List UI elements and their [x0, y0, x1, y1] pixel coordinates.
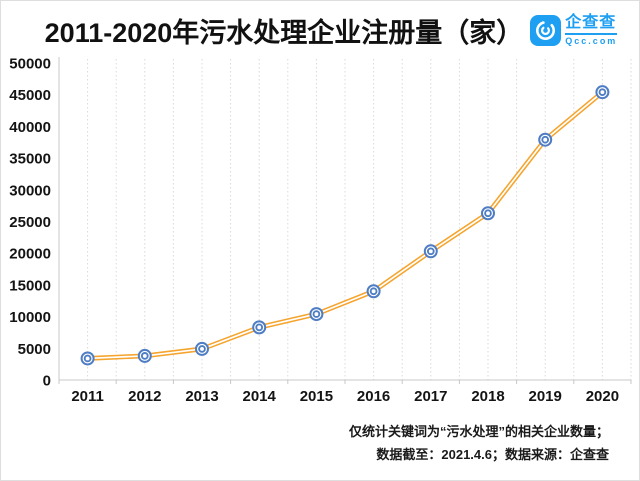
qcc-logo-icon [530, 14, 562, 46]
chart-footnote: 仅统计关键词为“污水处理”的相关企业数量； 数据截至：2021.4.6；数据来源… [349, 420, 609, 466]
y-tick-label: 40000 [9, 119, 51, 136]
y-tick-label: 30000 [9, 182, 51, 199]
x-tick-label: 2018 [471, 388, 504, 405]
y-tick-label: 10000 [9, 309, 51, 326]
chart-header: 2011-2020年污水处理企业注册量（家） 企查查 Qcc.com [11, 7, 639, 53]
data-point-marker-inner [255, 323, 264, 332]
qcc-logo-domain: Qcc.com [565, 35, 618, 46]
footnote-line-1: 仅统计关键词为“污水处理”的相关企业数量； [348, 424, 609, 439]
y-tick-label: 25000 [9, 214, 51, 231]
y-tick-label: 45000 [9, 87, 51, 104]
data-point-marker-inner [312, 310, 321, 318]
qcc-logo-name: 企查查 [565, 14, 618, 35]
x-tick-label: 2016 [357, 388, 390, 405]
x-tick-label: 2014 [243, 388, 277, 405]
data-point-marker-inner [484, 209, 492, 218]
data-point-marker-inner [369, 287, 378, 296]
x-tick-label: 2011 [71, 388, 104, 405]
series-line-core [87, 91, 603, 360]
y-tick-label: 35000 [9, 151, 51, 168]
data-point-marker-inner [541, 135, 550, 144]
y-tick-label: 0 [43, 373, 51, 390]
data-point-marker-inner [83, 354, 92, 363]
y-tick-label: 15000 [9, 277, 51, 294]
x-tick-label: 2013 [185, 388, 218, 405]
chart-title: 2011-2020年污水处理企业注册量（家） [44, 17, 524, 48]
x-tick-label: 2012 [128, 388, 161, 405]
qcc-logo-text: 企查查 Qcc.com [565, 14, 618, 46]
x-tick-label: 2020 [586, 388, 619, 405]
x-tick-label: 2015 [300, 388, 333, 405]
x-tick-label: 2017 [414, 388, 447, 405]
data-point-marker-inner [140, 352, 149, 360]
data-point-marker-inner [198, 345, 206, 353]
y-tick-label: 5000 [18, 341, 51, 358]
y-tick-label: 50000 [9, 56, 51, 73]
qcc-logo: 企查查 Qcc.com [530, 14, 618, 46]
data-point-marker-inner [426, 247, 435, 256]
footnote-line-2: 数据截至：2021.4.6；数据来源：企查查 [376, 447, 609, 462]
x-tick-label: 2019 [529, 388, 562, 405]
y-tick-label: 20000 [9, 246, 51, 263]
data-point-marker-inner [598, 88, 607, 97]
